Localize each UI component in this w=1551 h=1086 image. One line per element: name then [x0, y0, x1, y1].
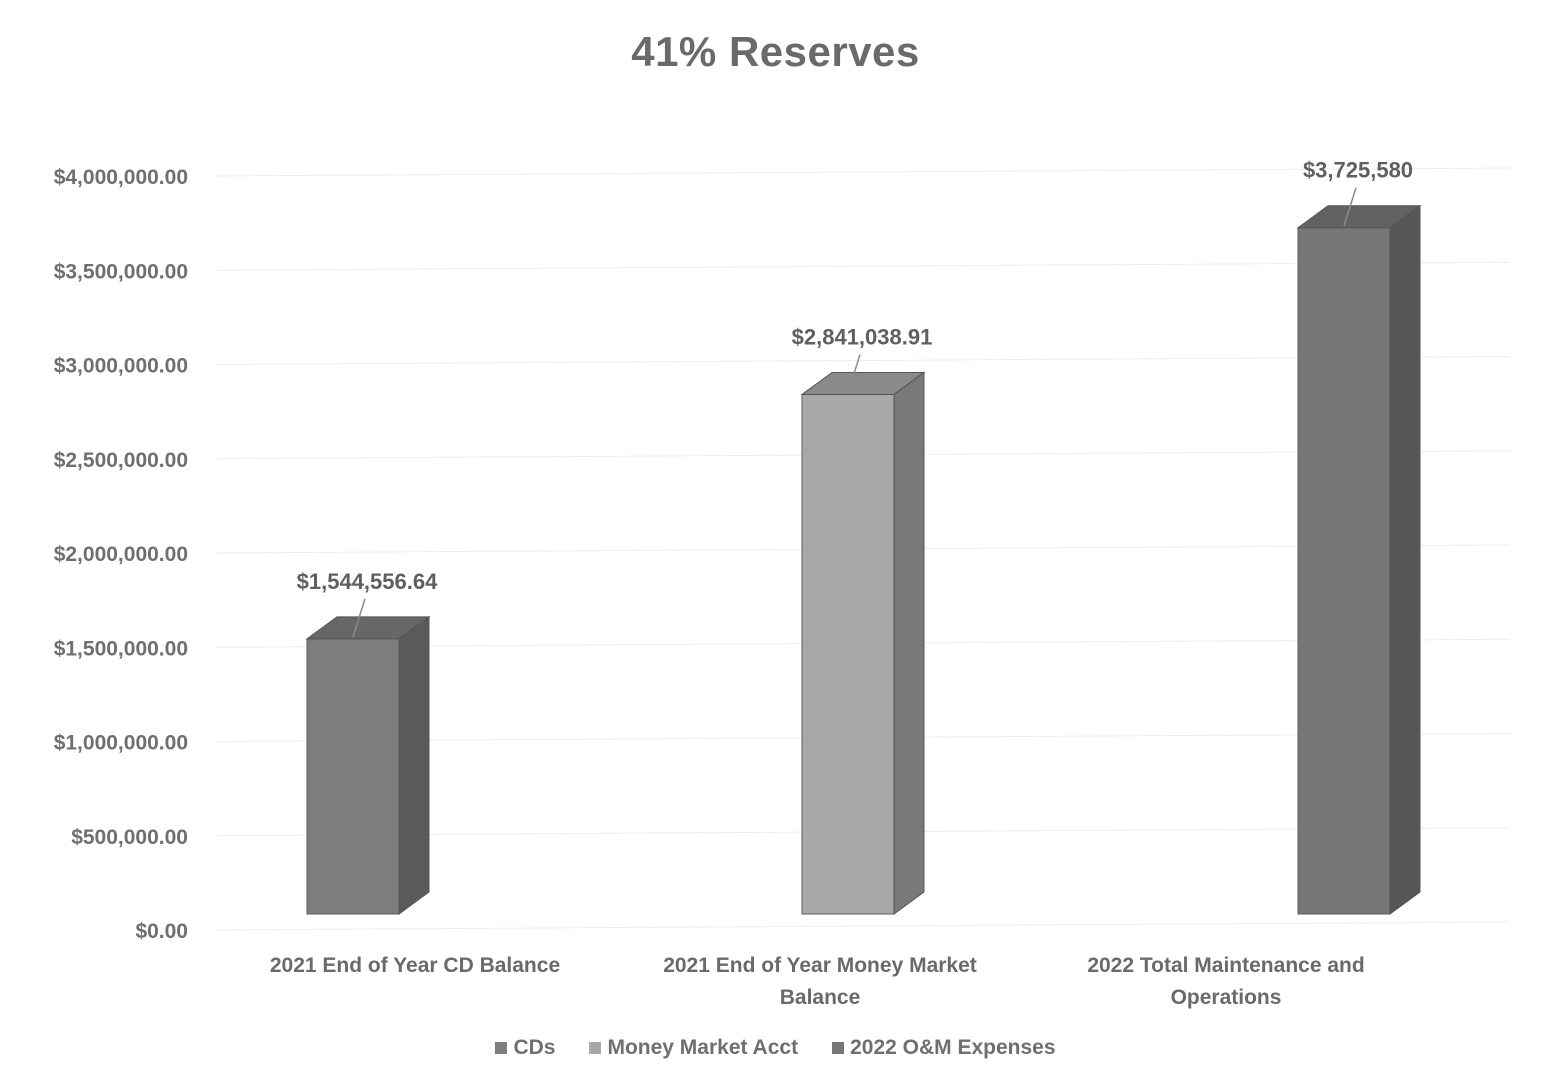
legend-item-cds: CDs [495, 1036, 555, 1060]
gridline [214, 167, 1511, 177]
chart-title: 41% Reserves [631, 28, 920, 75]
gridline [214, 921, 1511, 931]
bar-side [1389, 204, 1421, 915]
y-tick-label: $2,500,000.00 [54, 449, 188, 472]
legend-item-money-market: Money Market Acct [589, 1036, 798, 1060]
data-label-leader [1343, 187, 1357, 226]
bar-side [398, 615, 430, 915]
legend-label-om-expenses: 2022 O&M Expenses [850, 1036, 1056, 1059]
x-tick-label: 2021 End of Year Money Market [663, 954, 977, 977]
bar-top [1296, 205, 1422, 229]
y-tick-label: $1,000,000.00 [54, 732, 188, 755]
y-tick-label: $500,000.00 [71, 826, 188, 849]
legend-swatch-om-expenses [832, 1042, 845, 1054]
y-tick-label: $3,500,000.00 [54, 260, 188, 283]
legend: CDs Money Market Acct 2022 O&M Expenses [0, 1036, 1551, 1060]
legend-item-om-expenses: 2022 O&M Expenses [832, 1036, 1056, 1060]
data-label-leader [847, 354, 861, 393]
bar [801, 393, 895, 915]
data-label: $2,841,038.91 [792, 324, 933, 349]
y-tick-label: $4,000,000.00 [54, 166, 188, 189]
x-tick-label: Balance [780, 986, 861, 1009]
legend-swatch-money-market [589, 1042, 602, 1054]
x-tick-label: Operations [1171, 986, 1282, 1009]
y-tick-label: $1,500,000.00 [54, 637, 188, 660]
data-label-leader [352, 598, 366, 638]
legend-label-cds: CDs [513, 1036, 556, 1059]
y-tick-label: $0.00 [135, 920, 188, 943]
data-label: $3,725,580 [1303, 158, 1413, 183]
x-tick-label: 2021 End of Year CD Balance [270, 954, 560, 977]
bar [306, 638, 400, 915]
y-tick-label: $3,000,000.00 [54, 355, 188, 378]
data-label: $1,544,556.64 [297, 569, 438, 594]
bar [1297, 227, 1391, 915]
legend-label-money-market: Money Market Acct [607, 1036, 799, 1059]
legend-swatch-cds [495, 1042, 508, 1054]
bar-top [305, 616, 431, 640]
gridline [214, 356, 1511, 365]
bar-side [893, 371, 925, 915]
y-tick-label: $2,000,000.00 [54, 543, 188, 566]
gridline [214, 261, 1511, 271]
x-tick-label: 2022 Total Maintenance and [1087, 954, 1364, 977]
bar-top [800, 371, 926, 395]
